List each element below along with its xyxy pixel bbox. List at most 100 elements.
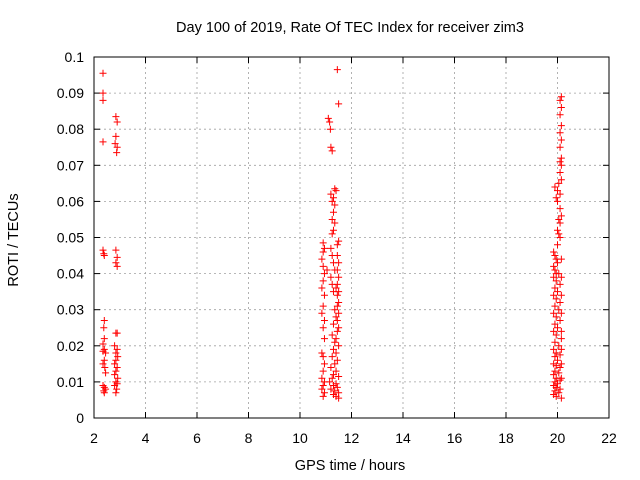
data-point-marker xyxy=(112,349,120,357)
x-axis-label: GPS time / hours xyxy=(295,458,405,474)
data-point-marker xyxy=(556,111,564,119)
data-point-marker xyxy=(319,392,327,400)
data-point-marker xyxy=(557,154,565,162)
data-point-marker xyxy=(552,194,560,202)
data-point-marker xyxy=(112,113,120,121)
data-point-marker xyxy=(328,197,336,205)
data-point-marker xyxy=(557,327,565,335)
data-point-marker xyxy=(551,252,559,260)
data-point-marker xyxy=(551,387,559,395)
data-point-marker xyxy=(556,205,564,213)
data-point-marker xyxy=(319,277,327,285)
data-point-marker xyxy=(320,244,328,252)
data-point-marker xyxy=(320,270,328,278)
data-point-marker xyxy=(318,374,326,382)
data-point-marker xyxy=(319,302,327,310)
data-point-marker xyxy=(100,324,108,332)
data-point-marker xyxy=(111,360,119,368)
data-point-marker xyxy=(332,349,340,357)
data-point-marker xyxy=(329,382,337,390)
data-point-marker xyxy=(552,295,560,303)
data-point-marker xyxy=(326,378,334,386)
data-point-marker xyxy=(556,190,564,198)
y-tick-label: 0.06 xyxy=(57,193,84,209)
data-point-marker xyxy=(318,385,326,393)
data-point-marker xyxy=(333,317,341,325)
data-point-marker xyxy=(557,374,565,382)
data-point-marker xyxy=(114,353,122,361)
data-point-marker xyxy=(557,335,565,343)
y-tick-label: 0.1 xyxy=(65,49,85,65)
data-point-marker xyxy=(327,190,335,198)
data-point-marker xyxy=(327,273,335,281)
data-point-marker xyxy=(113,329,121,337)
data-point-marker xyxy=(112,246,120,254)
data-point-marker xyxy=(331,185,339,193)
data-point-marker xyxy=(324,114,332,122)
data-point-marker xyxy=(550,371,558,379)
data-point-marker xyxy=(331,201,339,209)
data-point-marker xyxy=(319,262,327,270)
data-point-marker xyxy=(335,100,343,108)
data-point-marker xyxy=(328,230,336,238)
data-point-marker xyxy=(111,342,119,350)
y-tick-label: 0.05 xyxy=(57,230,84,246)
data-point-marker xyxy=(99,69,107,77)
data-point-marker xyxy=(111,382,119,390)
data-point-marker xyxy=(319,353,327,361)
data-point-marker xyxy=(335,237,343,245)
data-point-marker xyxy=(113,385,121,393)
data-point-marker xyxy=(331,387,339,395)
data-point-marker xyxy=(551,284,559,292)
data-point-marker xyxy=(113,363,121,371)
data-point-marker xyxy=(555,342,563,350)
data-point-marker xyxy=(99,138,107,146)
data-point-marker xyxy=(550,273,558,281)
data-point-marker xyxy=(554,187,561,195)
data-point-marker xyxy=(114,374,122,382)
x-tick-label: 22 xyxy=(601,430,617,446)
data-point-marker xyxy=(556,351,564,359)
data-point-marker xyxy=(329,371,337,379)
data-point-marker xyxy=(556,143,564,151)
data-point-marker xyxy=(556,234,564,241)
data-point-marker xyxy=(100,335,108,343)
data-point-marker xyxy=(335,324,343,332)
data-point-marker xyxy=(329,208,337,216)
data-point-marker xyxy=(550,327,558,335)
data-point-marker xyxy=(556,280,564,288)
data-point-marker xyxy=(111,371,119,379)
data-point-marker xyxy=(552,313,560,321)
x-tick-label: 20 xyxy=(550,430,566,446)
data-point-marker xyxy=(335,298,343,306)
data-point-marker xyxy=(332,367,340,375)
data-point-marker xyxy=(327,244,335,252)
data-point-marker xyxy=(100,387,108,395)
data-point-marker xyxy=(557,136,565,144)
data-point-marker xyxy=(319,324,327,332)
data-point-marker xyxy=(113,149,121,157)
data-point-marker xyxy=(328,147,336,155)
data-point-marker xyxy=(331,338,339,346)
data-point-marker xyxy=(328,374,336,382)
data-point-marker xyxy=(99,360,107,368)
data-point-marker xyxy=(557,122,565,130)
data-point-marker xyxy=(102,369,110,377)
data-point-marker xyxy=(101,363,109,371)
data-point-marker xyxy=(113,143,121,151)
grid-lines xyxy=(94,57,609,418)
x-tick-label: 8 xyxy=(245,430,253,446)
data-point-marker xyxy=(551,320,559,328)
data-point-marker xyxy=(318,309,326,317)
data-point-marker xyxy=(112,389,120,397)
data-point-marker xyxy=(331,360,339,368)
data-point-marker xyxy=(113,118,121,126)
data-point-marker xyxy=(557,104,565,112)
data-point-marker xyxy=(554,197,561,205)
y-tick-label: 0.09 xyxy=(57,85,84,101)
chart-title: Day 100 of 2019, Rate Of TEC Index for r… xyxy=(176,20,524,36)
x-tick-label: 18 xyxy=(498,430,514,446)
data-point-marker xyxy=(333,280,341,288)
data-point-marker xyxy=(557,255,565,263)
